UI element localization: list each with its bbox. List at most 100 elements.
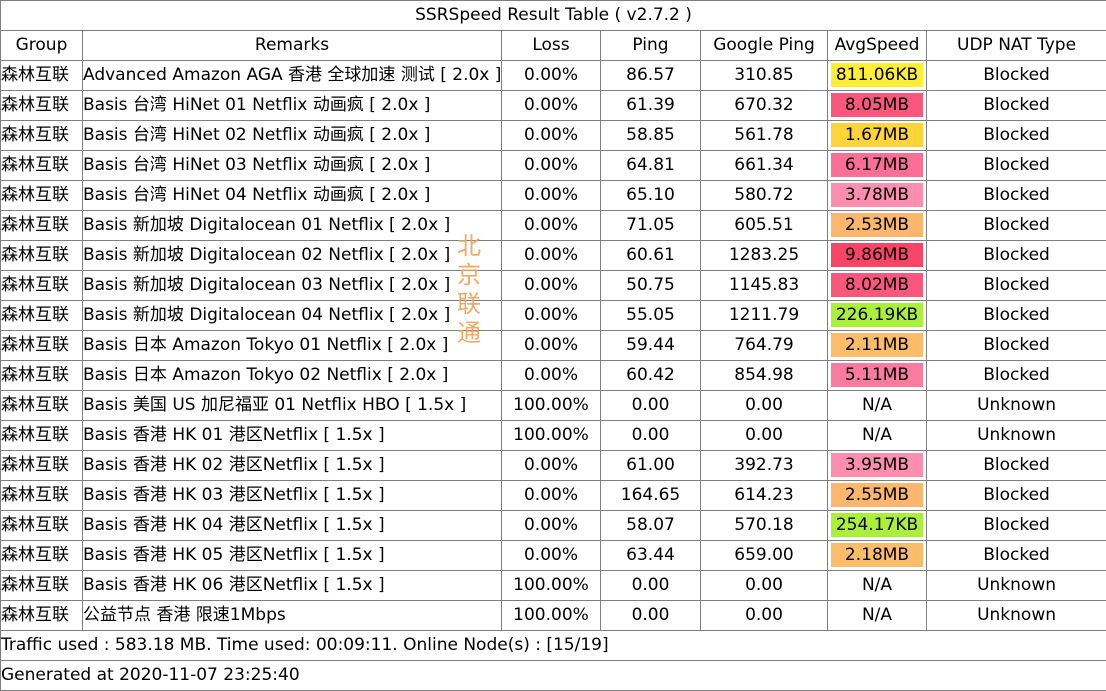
- cell-avg-speed: 9.86MB: [828, 241, 927, 271]
- cell-remarks: Basis 日本 Amazon Tokyo 02 Netflix [ 2.0x …: [83, 361, 502, 391]
- cell-avg-speed: 8.05MB: [828, 91, 927, 121]
- speed-value: 2.53MB: [831, 213, 923, 237]
- watermark-char: 通: [456, 319, 482, 348]
- cell-udp-nat-type: Blocked: [927, 121, 1106, 151]
- header-google-ping: Google Ping: [701, 31, 828, 61]
- cell-group: 森林互联: [1, 271, 83, 301]
- cell-google-ping: 605.51: [701, 211, 828, 241]
- speed-value: 226.19KB: [831, 303, 923, 327]
- cell-avg-speed: 254.17KB: [828, 511, 927, 541]
- speed-value: N/A: [831, 393, 923, 417]
- speed-value: 2.55MB: [831, 483, 923, 507]
- cell-avg-speed: 2.11MB: [828, 331, 927, 361]
- cell-group: 森林互联: [1, 181, 83, 211]
- cell-remarks: Basis 香港 HK 03 港区Netflix [ 1.5x ]: [83, 481, 502, 511]
- cell-group: 森林互联: [1, 571, 83, 601]
- cell-loss: 0.00%: [502, 361, 601, 391]
- speed-value: 2.11MB: [831, 333, 923, 357]
- cell-avg-speed: 3.78MB: [828, 181, 927, 211]
- cell-udp-nat-type: Blocked: [927, 481, 1106, 511]
- cell-ping: 71.05: [601, 211, 701, 241]
- cell-udp-nat-type: Unknown: [927, 391, 1106, 421]
- cell-google-ping: 0.00: [701, 601, 828, 631]
- cell-udp-nat-type: Blocked: [927, 151, 1106, 181]
- cell-remarks: Basis 美国 US 加尼福亚 01 Netflix HBO [ 1.5x ]: [83, 391, 502, 421]
- cell-loss: 0.00%: [502, 301, 601, 331]
- cell-ping: 59.44: [601, 331, 701, 361]
- cell-loss: 100.00%: [502, 571, 601, 601]
- cell-avg-speed: 2.55MB: [828, 481, 927, 511]
- cell-avg-speed: 2.53MB: [828, 211, 927, 241]
- cell-avg-speed: 226.19KB: [828, 301, 927, 331]
- cell-udp-nat-type: Blocked: [927, 241, 1106, 271]
- cell-google-ping: 1145.83: [701, 271, 828, 301]
- traffic-summary: Traffic used : 583.18 MB. Time used: 00:…: [1, 631, 1106, 661]
- cell-ping: 0.00: [601, 421, 701, 451]
- cell-avg-speed: N/A: [828, 421, 927, 451]
- cell-remarks: Basis 台湾 HiNet 02 Netflix 动画疯 [ 2.0x ]: [83, 121, 502, 151]
- cell-group: 森林互联: [1, 91, 83, 121]
- header-udp-nat-type: UDP NAT Type: [927, 31, 1106, 61]
- speed-value: 254.17KB: [831, 513, 923, 537]
- table-title: SSRSpeed Result Table ( v2.7.2 ): [1, 1, 1106, 31]
- cell-group: 森林互联: [1, 241, 83, 271]
- cell-ping: 60.42: [601, 361, 701, 391]
- watermark-char: 京: [456, 261, 482, 290]
- cell-google-ping: 0.00: [701, 571, 828, 601]
- cell-udp-nat-type: Blocked: [927, 181, 1106, 211]
- cell-group: 森林互联: [1, 481, 83, 511]
- cell-udp-nat-type: Blocked: [927, 451, 1106, 481]
- cell-group: 森林互联: [1, 511, 83, 541]
- cell-avg-speed: N/A: [828, 601, 927, 631]
- cell-google-ping: 614.23: [701, 481, 828, 511]
- cell-loss: 0.00%: [502, 181, 601, 211]
- cell-remarks: Basis 新加坡 Digitalocean 01 Netflix [ 2.0x…: [83, 211, 502, 241]
- cell-remarks: Basis 香港 HK 05 港区Netflix [ 1.5x ]: [83, 541, 502, 571]
- header-avg-speed: AvgSpeed: [828, 31, 927, 61]
- cell-udp-nat-type: Unknown: [927, 421, 1106, 451]
- cell-google-ping: 854.98: [701, 361, 828, 391]
- cell-udp-nat-type: Blocked: [927, 61, 1106, 91]
- cell-udp-nat-type: Blocked: [927, 511, 1106, 541]
- cell-google-ping: 0.00: [701, 391, 828, 421]
- cell-avg-speed: 1.67MB: [828, 121, 927, 151]
- speed-value: 3.78MB: [831, 183, 923, 207]
- cell-udp-nat-type: Blocked: [927, 211, 1106, 241]
- speed-value: 8.02MB: [831, 273, 923, 297]
- speed-value: N/A: [831, 423, 923, 447]
- cell-group: 森林互联: [1, 421, 83, 451]
- header-loss: Loss: [502, 31, 601, 61]
- cell-ping: 63.44: [601, 541, 701, 571]
- cell-avg-speed: 3.95MB: [828, 451, 927, 481]
- cell-remarks: Basis 台湾 HiNet 03 Netflix 动画疯 [ 2.0x ]: [83, 151, 502, 181]
- header-group: Group: [1, 31, 83, 61]
- cell-avg-speed: 6.17MB: [828, 151, 927, 181]
- speed-value: 2.18MB: [831, 543, 923, 567]
- cell-remarks: Basis 香港 HK 02 港区Netflix [ 1.5x ]: [83, 451, 502, 481]
- cell-google-ping: 670.32: [701, 91, 828, 121]
- cell-loss: 0.00%: [502, 241, 601, 271]
- speed-value: 3.95MB: [831, 453, 923, 477]
- cell-remarks: 公益节点 香港 限速1Mbps: [83, 601, 502, 631]
- cell-google-ping: 580.72: [701, 181, 828, 211]
- cell-avg-speed: N/A: [828, 571, 927, 601]
- footer-row-traffic: Traffic used : 583.18 MB. Time used: 00:…: [1, 631, 1106, 661]
- cell-loss: 0.00%: [502, 511, 601, 541]
- cell-udp-nat-type: Unknown: [927, 571, 1106, 601]
- cell-udp-nat-type: Blocked: [927, 541, 1106, 571]
- header-remarks: Remarks: [83, 31, 502, 61]
- cell-ping: 64.81: [601, 151, 701, 181]
- cell-ping: 0.00: [601, 391, 701, 421]
